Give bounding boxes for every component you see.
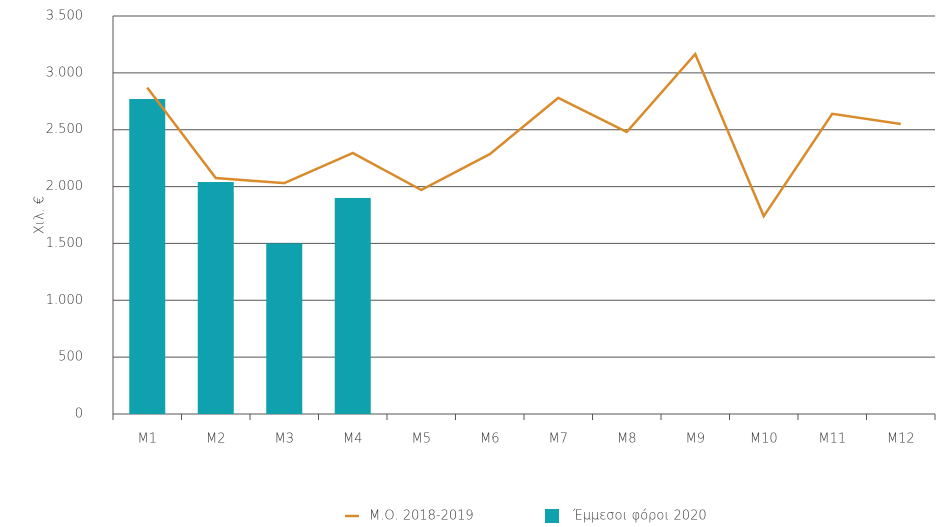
x-tick-label: M10: [750, 432, 778, 447]
y-axis-label: Χιλ. €: [33, 196, 48, 234]
x-tick-label: M2: [206, 432, 226, 447]
y-tick-label: 2.000: [46, 179, 83, 194]
bar: [129, 99, 166, 415]
x-tick-label: M5: [412, 432, 432, 447]
legend-label: Μ.Ο. 2018-2019: [369, 509, 474, 524]
y-tick-label: 0: [75, 407, 83, 422]
y-tick-label: 1.500: [46, 236, 83, 251]
legend-swatch: [545, 509, 559, 523]
bar: [334, 197, 371, 414]
y-tick-label: 3.500: [46, 9, 83, 24]
x-tick-label: M3: [275, 432, 295, 447]
y-tick-label: 2.500: [46, 122, 83, 137]
x-tick-label: M4: [343, 432, 363, 447]
line: [146, 51, 901, 219]
x-tick-label: M6: [480, 432, 500, 447]
x-tick-label: M1: [138, 432, 158, 447]
y-tick-label: 3.000: [46, 65, 83, 80]
x-tick-label: M8: [617, 432, 637, 447]
y-tick-label: 500: [58, 350, 83, 365]
x-tick-label: M12: [887, 432, 915, 447]
legend-label: Έμμεσοι φόροι 2020: [572, 509, 707, 524]
x-tick-label: M7: [549, 432, 569, 447]
y-tick-label: 1.000: [46, 293, 83, 308]
x-tick-label: M9: [686, 432, 706, 447]
bar: [197, 182, 234, 414]
x-tick-label: M11: [818, 432, 846, 447]
bar: [266, 243, 303, 414]
